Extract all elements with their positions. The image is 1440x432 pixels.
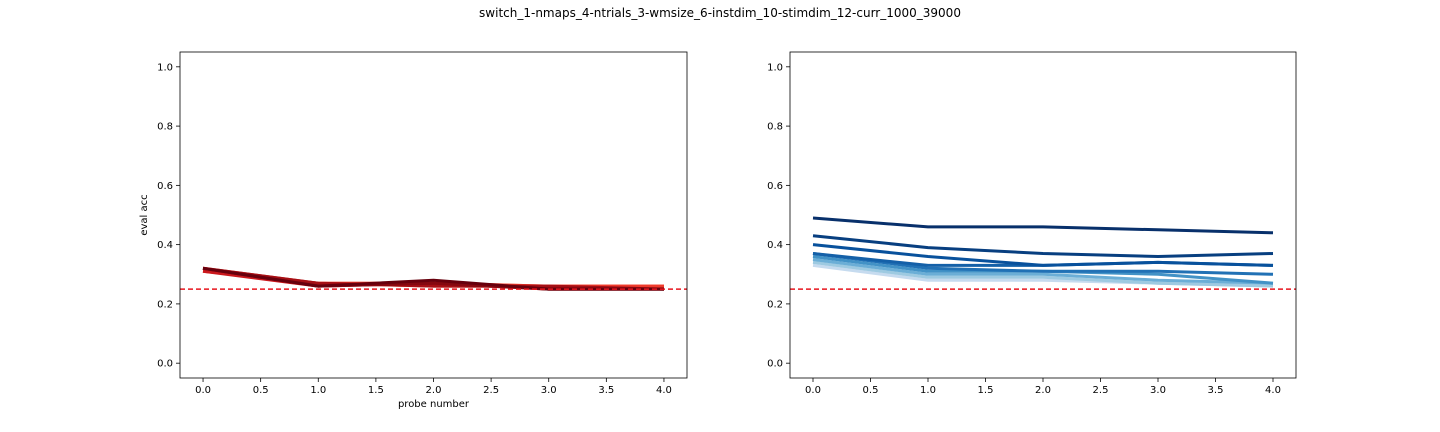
left-panel: 0.0 0.5 1.0 1.5 2.0 2.5 3.0 3.5 4.0 0.0 0.2 0.4 0.6 0… [139,51,688,410]
series-line-8 [812,216,1274,235]
y-tick-label: 0.0 [157,359,173,370]
x-tick-label: 3.5 [1208,385,1224,396]
x-tick-label: 2.0 [426,385,442,396]
x-tick-label: 3.0 [541,385,557,396]
x-tick-label: 4.0 [656,385,672,396]
x-tick-label: 2.5 [483,385,499,396]
series-line-1 [812,260,1274,288]
y-tick-label: 0.4 [157,240,173,251]
figure-title: switch_1-nmaps_4-ntrials_3-wmsize_6-inst… [479,6,961,20]
y-tick-label: 0.0 [767,359,783,370]
series-line-4 [202,266,665,291]
series-line-6 [812,243,1274,267]
x-tick-label: 1.5 [368,385,384,396]
x-tick-label: 0.5 [863,385,879,396]
x-tick-label: 0.0 [195,385,211,396]
y-tick-label: 0.6 [157,181,173,192]
plot-frame [789,51,1297,379]
x-tick-label: 1.5 [978,385,994,396]
x-tick-label: 0.5 [253,385,269,396]
x-tick-label: 1.0 [920,385,936,396]
y-tick-label: 0.8 [767,122,783,133]
plot-frame [179,51,688,379]
y-tick-label: 1.0 [767,62,783,73]
series-line-6 [202,266,664,291]
y-tick-label: 0.4 [767,240,783,251]
x-tick-label: 2.0 [1035,385,1051,396]
series-line-7 [812,234,1274,258]
series-group [202,266,665,291]
series-line-4 [812,252,1274,276]
x-axis-label: probe number [398,399,470,410]
y-tick-label: 0.6 [767,181,783,192]
x-tick-label: 3.5 [598,385,614,396]
x-tick-label: 3.0 [1150,385,1166,396]
x-tick-label: 0.0 [805,385,821,396]
y-tick-label: 1.0 [157,62,173,73]
series-line-2 [812,258,1274,285]
right-panel: 0.0 0.5 1.0 1.5 2.0 2.5 3.0 3.5 4.0 0.0 0.2 0.4 0.6 0… [767,51,1297,396]
y-tick-label: 0.2 [767,299,783,310]
y-tick-label: 0.2 [157,299,173,310]
y-tick-label: 0.8 [157,122,173,133]
x-tick-label: 1.0 [310,385,326,396]
x-tick-label: 2.5 [1093,385,1109,396]
x-tick-label: 4.0 [1265,385,1281,396]
y-axis-label: eval acc [139,194,150,235]
series-group [812,216,1274,288]
